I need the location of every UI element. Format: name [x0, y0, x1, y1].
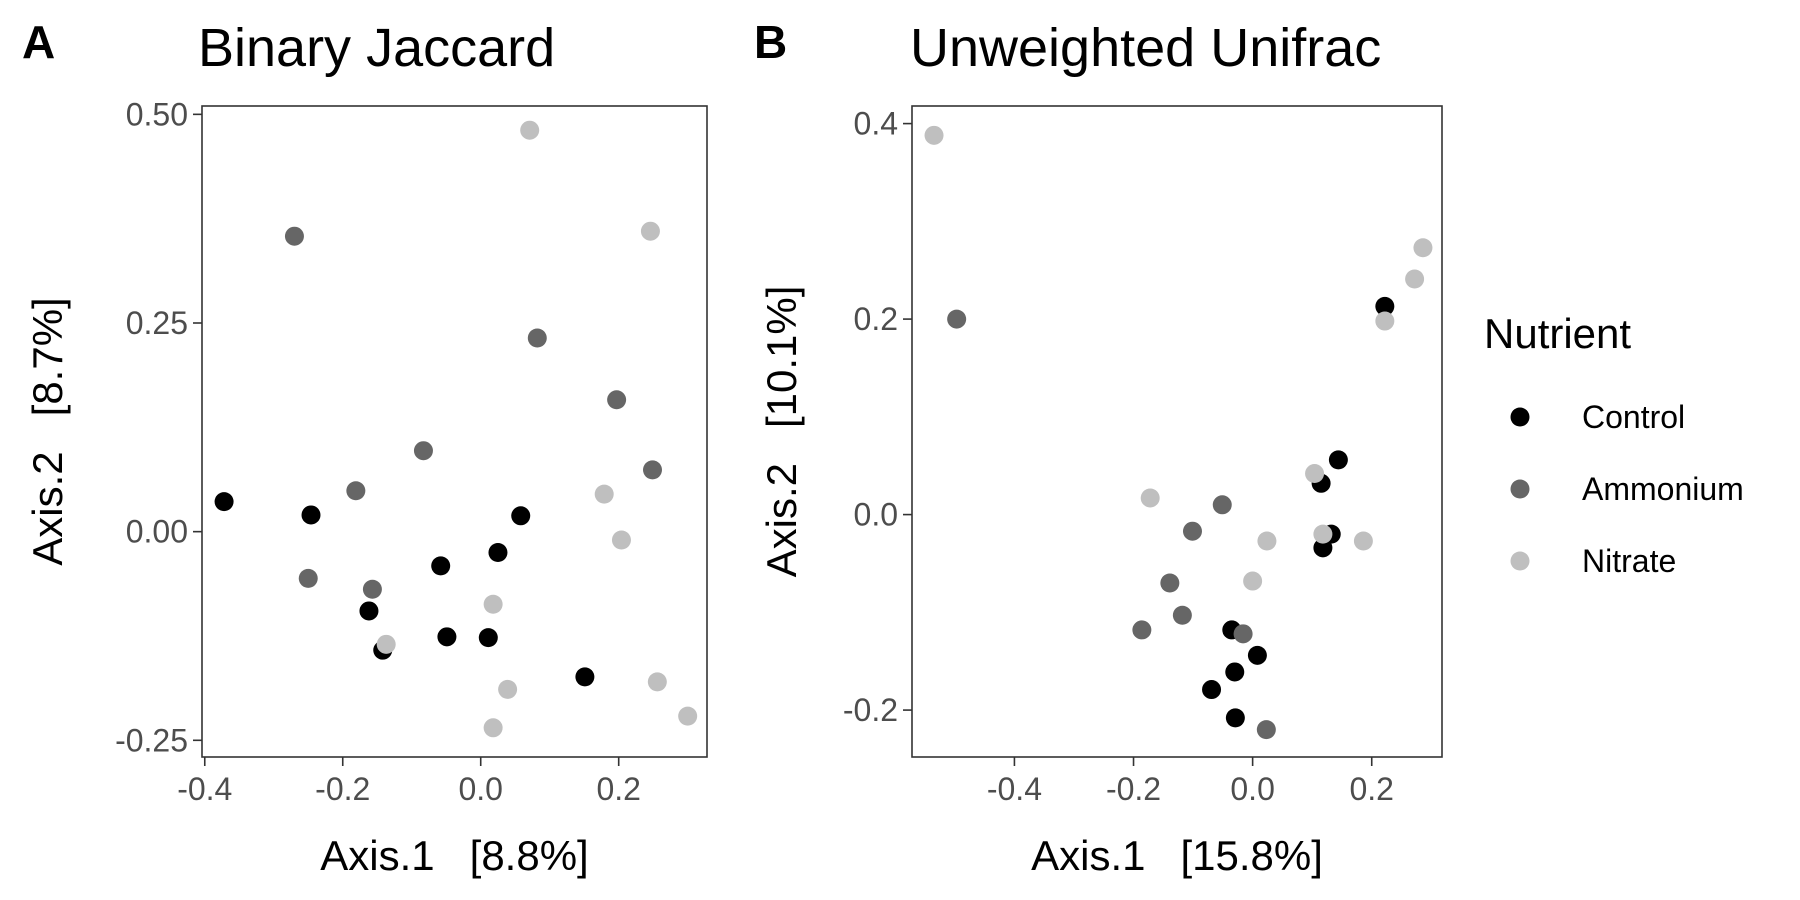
panel-a-point-ammonium: [362, 579, 382, 599]
panel-b-title: Unweighted Unifrac: [910, 18, 1381, 78]
legend-title: Nutrient: [1484, 310, 1631, 357]
panel-b-point-nitrate: [1243, 571, 1263, 591]
panel-b-points: [924, 125, 1433, 740]
panel-a-point-nitrate: [594, 484, 614, 504]
panel-a-y-axis-title: Axis.2 [8.7%]: [24, 297, 71, 565]
panel-a-y-tick-label: 0.25: [126, 305, 188, 341]
legend: Nutrient Control Ammonium Nitrate: [1484, 310, 1744, 579]
panel-b: B Unweighted Unifrac -0.4 -0.2 0.0 0.2 -0.2…: [754, 16, 1443, 879]
panel-a-points: [214, 120, 698, 738]
panel-b-point-control: [1313, 538, 1333, 558]
legend-key-ammonium: [1510, 479, 1530, 499]
panel-a-x-axis-title: Axis.1 [8.8%]: [320, 832, 588, 879]
panel-b-point-ammonium: [1212, 495, 1232, 515]
panel-a-x-axis: -0.4 -0.2 0.0 0.2: [177, 757, 641, 807]
panel-a-x-tick-label: -0.4: [177, 771, 232, 807]
panel-b-point-nitrate: [1305, 464, 1325, 484]
panel-a-point-nitrate: [611, 530, 631, 550]
panel-a-point-nitrate: [647, 672, 667, 692]
panel-b-x-tick-label: -0.2: [1106, 771, 1161, 807]
panel-b-point-ammonium: [1160, 573, 1180, 593]
panel-b-point-control: [1247, 645, 1267, 665]
panel-a-y-tick-label: -0.25: [115, 722, 188, 758]
panel-b-point-ammonium: [947, 309, 967, 329]
panel-b-point-nitrate: [924, 125, 944, 145]
legend-entries: Control Ammonium Nitrate: [1510, 399, 1744, 579]
panel-a-point-nitrate: [640, 221, 660, 241]
panel-a-y-tick-label: 0.00: [126, 514, 188, 550]
panel-b-point-nitrate: [1353, 531, 1373, 551]
panel-b-y-tick-label: 0.4: [854, 106, 898, 142]
panel-b-point-control: [1225, 708, 1245, 728]
panel-b-point-control: [1225, 662, 1245, 682]
panel-a-plot-frame: [201, 105, 708, 758]
panel-b-point-control: [1328, 450, 1348, 470]
panel-a-label: A: [22, 16, 55, 68]
panel-a-x-tick-label: 0.2: [596, 771, 640, 807]
panel-b-point-nitrate: [1140, 488, 1160, 508]
panel-b-point-nitrate: [1375, 311, 1395, 331]
panel-a-point-ammonium: [413, 441, 433, 461]
legend-label-nitrate: Nitrate: [1582, 543, 1676, 579]
panel-a-point-nitrate: [483, 594, 503, 614]
panel-a-point-ammonium: [346, 481, 366, 501]
panel-a-point-control: [301, 505, 321, 525]
panel-a-point-control: [575, 667, 595, 687]
panel-a-point-control: [214, 492, 234, 512]
panel-b-point-ammonium: [1132, 620, 1152, 640]
panel-a-y-axis: -0.25 0.00 0.25 0.50: [115, 96, 202, 758]
panel-b-x-tick-label: -0.4: [987, 771, 1042, 807]
panel-a-point-control: [431, 556, 451, 576]
panel-b-x-tick-label: 0.0: [1230, 771, 1274, 807]
panel-b-point-nitrate: [1413, 238, 1433, 258]
panel-b-point-ammonium: [1256, 720, 1276, 740]
panel-a-point-ammonium: [607, 390, 627, 410]
panel-b-y-axis-title: Axis.2 [10.1%]: [758, 286, 805, 578]
panel-a-point-nitrate: [483, 718, 503, 738]
panel-b-x-axis-title: Axis.1 [15.8%]: [1031, 832, 1323, 879]
panel-a-point-nitrate: [520, 120, 540, 140]
legend-key-nitrate: [1510, 551, 1530, 571]
panel-b-point-ammonium: [1233, 624, 1253, 644]
panel-a-point-nitrate: [376, 634, 396, 654]
panel-a-point-nitrate: [678, 706, 698, 726]
panel-a-point-ammonium: [642, 460, 662, 480]
legend-key-control: [1510, 407, 1530, 427]
panel-b-point-control: [1202, 680, 1222, 700]
panel-b-plot-frame: [911, 105, 1443, 758]
panel-b-point-ammonium: [1182, 521, 1202, 541]
panel-a: A Binary Jaccard -0.4 -0.2 0.0 0.2 -0.25 0.0…: [22, 16, 708, 879]
panel-a-point-control: [511, 506, 531, 526]
panel-a-y-tick-label: 0.50: [126, 96, 188, 132]
panel-a-point-control: [478, 628, 498, 648]
panel-a-point-ammonium: [298, 568, 318, 588]
panel-b-label: B: [754, 16, 787, 68]
panel-b-x-tick-label: 0.2: [1349, 771, 1393, 807]
panel-a-point-ammonium: [527, 328, 547, 348]
panel-b-point-ammonium: [1172, 605, 1192, 625]
panel-b-y-axis: -0.2 0.0 0.2 0.4: [843, 106, 912, 728]
legend-label-control: Control: [1582, 399, 1685, 435]
panel-a-point-nitrate: [498, 679, 518, 699]
panel-a-point-control: [359, 601, 379, 621]
panel-a-point-ammonium: [284, 226, 304, 246]
panel-a-x-tick-label: -0.2: [315, 771, 370, 807]
panel-a-point-control: [437, 627, 457, 647]
panel-b-y-tick-label: 0.2: [854, 301, 898, 337]
panel-b-y-tick-label: -0.2: [843, 692, 898, 728]
panel-b-point-nitrate: [1313, 524, 1333, 544]
panel-b-y-tick-label: 0.0: [854, 497, 898, 533]
panel-b-point-nitrate: [1257, 531, 1277, 551]
panel-b-x-axis: -0.4 -0.2 0.0 0.2: [987, 757, 1394, 807]
panel-a-x-tick-label: 0.0: [458, 771, 502, 807]
legend-label-ammonium: Ammonium: [1582, 471, 1744, 507]
panel-b-point-control: [1375, 296, 1395, 316]
panel-a-point-control: [488, 543, 508, 563]
panel-b-point-nitrate: [1405, 269, 1425, 289]
panel-a-title: Binary Jaccard: [198, 18, 555, 78]
